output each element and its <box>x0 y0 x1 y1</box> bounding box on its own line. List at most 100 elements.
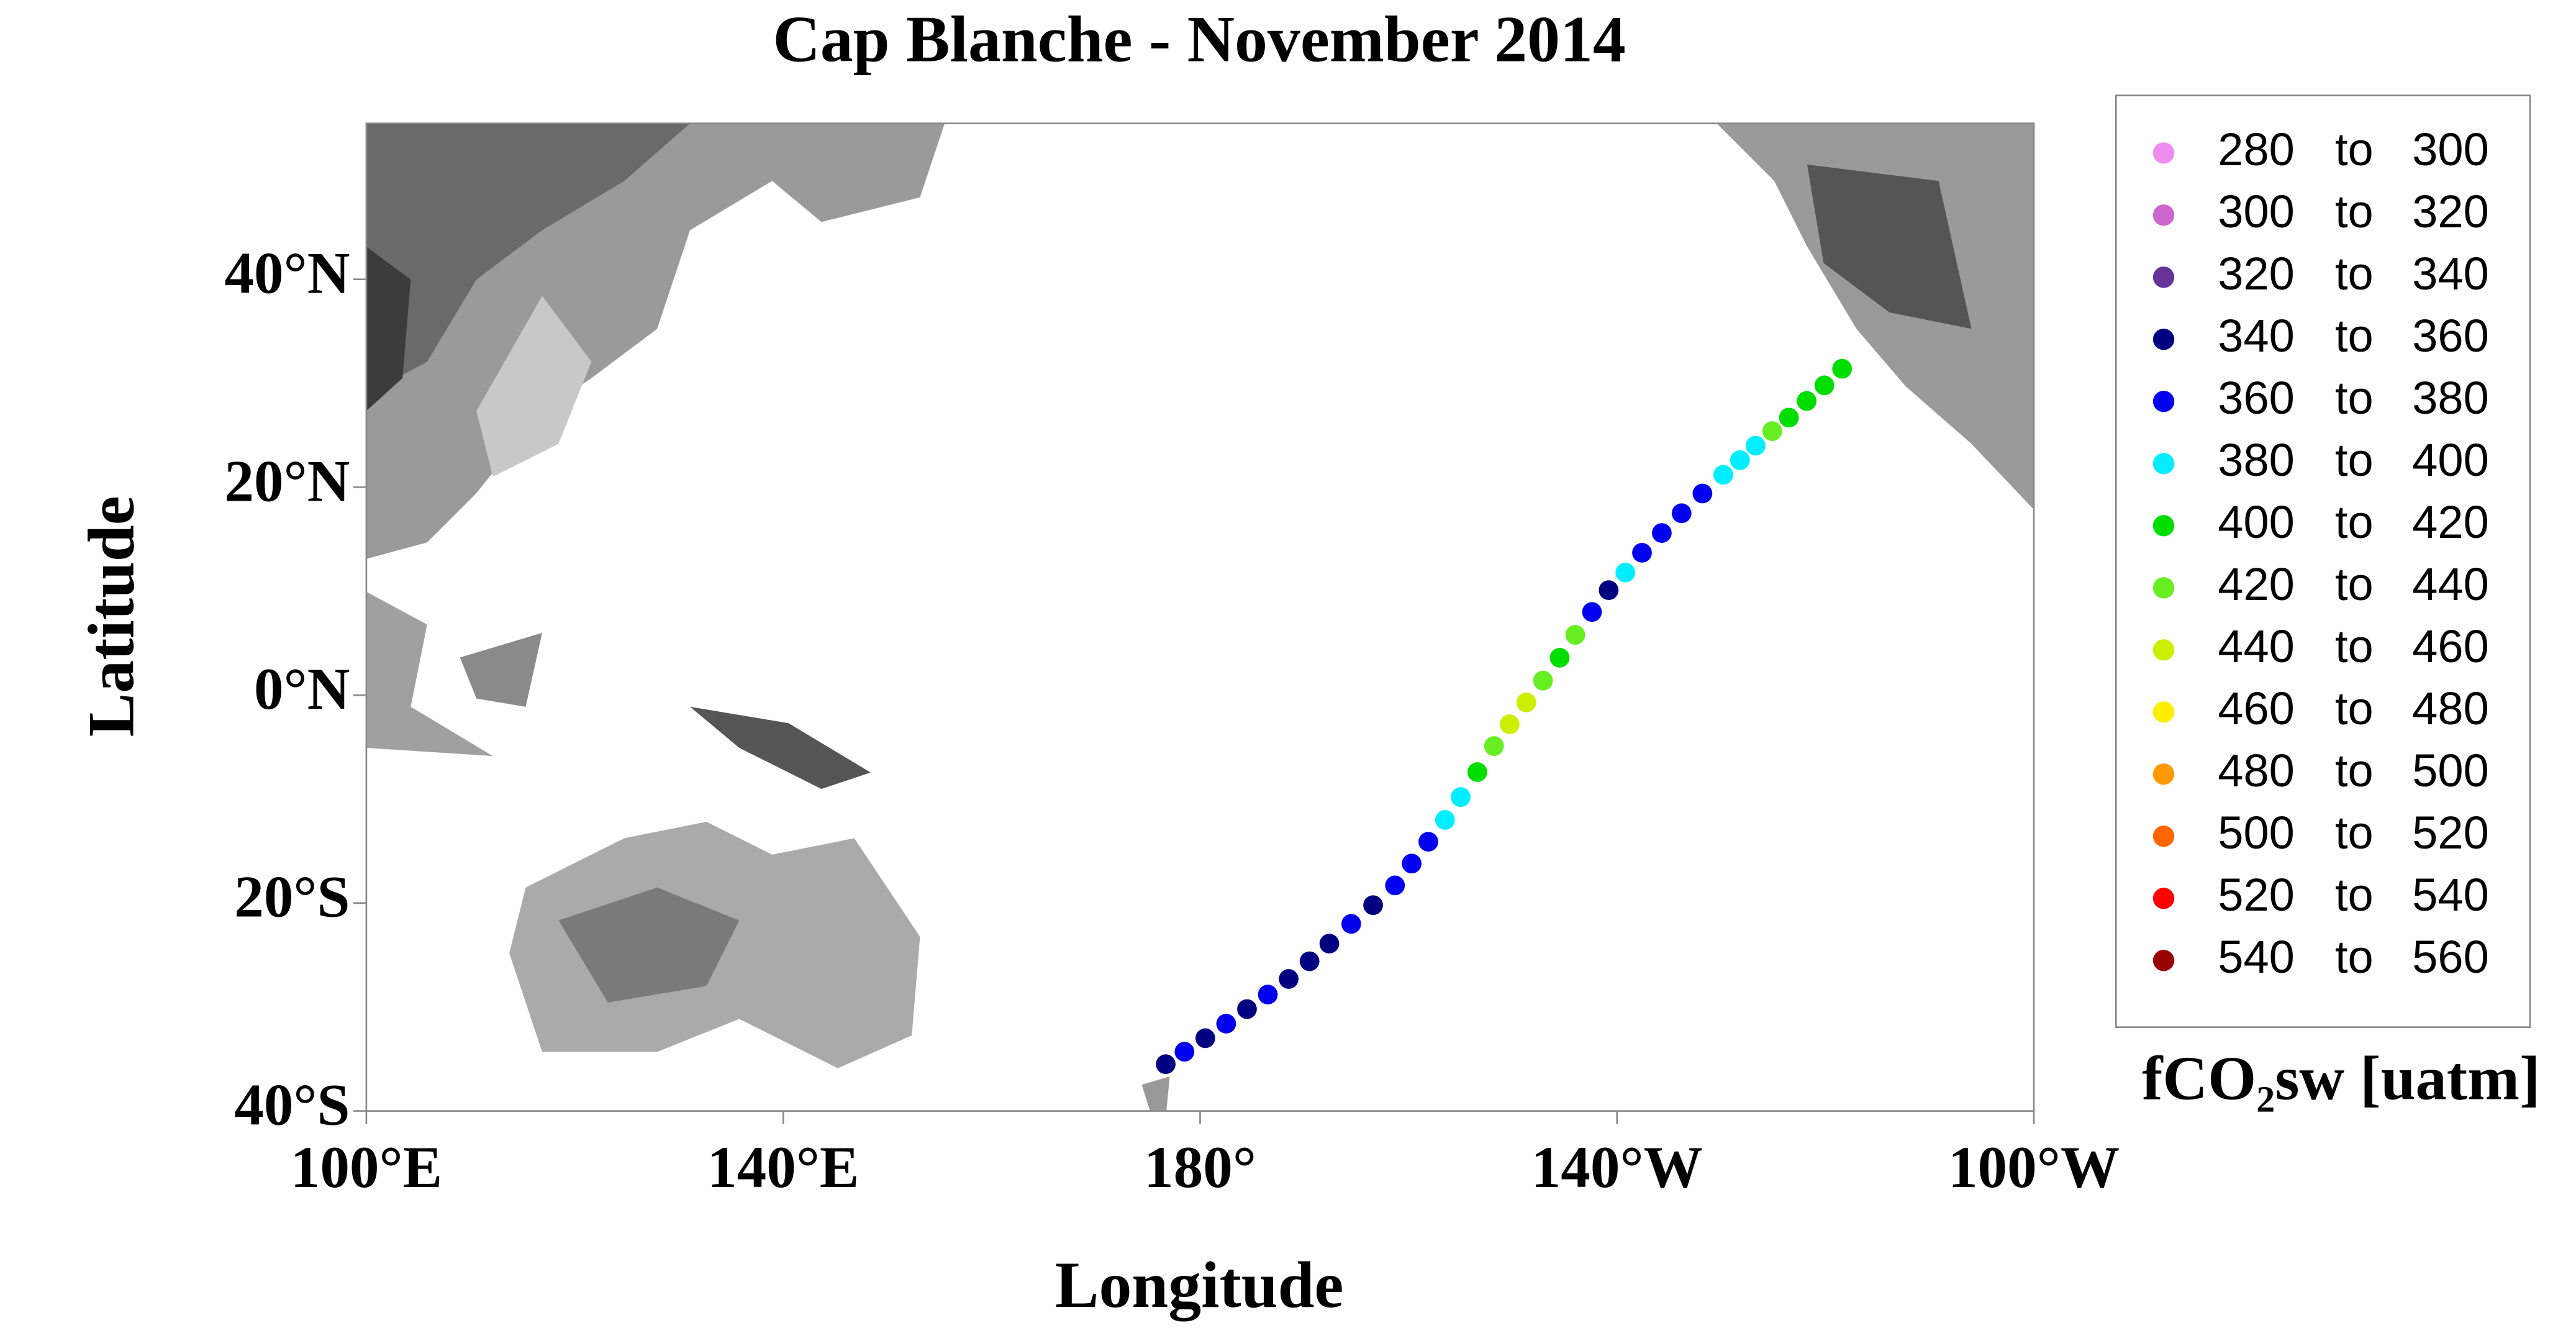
legend-swatch <box>2152 142 2175 164</box>
legend-swatch <box>2152 515 2175 537</box>
legend-high: 300 <box>2412 124 2489 175</box>
legend-low: 340 <box>2218 310 2295 362</box>
land <box>366 123 2034 1111</box>
track-point <box>1216 1014 1236 1034</box>
legend-joiner: to <box>2335 496 2374 548</box>
legend-joiner: to <box>2335 248 2374 299</box>
y-tick-label: 40°S <box>234 1071 350 1137</box>
track-point <box>1615 562 1636 583</box>
legend-high: 360 <box>2412 310 2489 362</box>
track-point <box>1671 503 1692 524</box>
legend-high: 480 <box>2412 683 2489 734</box>
legend-high: 420 <box>2412 496 2489 548</box>
y-axis-label: Latitude <box>75 496 148 737</box>
legend-joiner: to <box>2335 186 2374 237</box>
track-point <box>1713 465 1733 485</box>
track-point <box>1435 810 1455 830</box>
track-point <box>1156 1054 1176 1075</box>
legend-high: 340 <box>2412 248 2489 299</box>
legend-high: 500 <box>2412 745 2489 796</box>
legend-low: 380 <box>2218 434 2295 486</box>
track-point <box>1632 543 1652 563</box>
track-point <box>1279 969 1299 989</box>
legend-low: 300 <box>2218 186 2295 237</box>
track-point <box>1451 787 1471 808</box>
legend-high: 560 <box>2412 931 2489 983</box>
legend-swatch <box>2152 888 2175 909</box>
track-point <box>1814 375 1834 396</box>
legend-low: 400 <box>2218 496 2295 548</box>
legend-joiner: to <box>2335 931 2374 983</box>
legend-low: 540 <box>2218 931 2295 983</box>
legend-low: 360 <box>2218 372 2295 424</box>
track-point <box>1484 736 1504 757</box>
legend-swatch <box>2152 639 2175 661</box>
legend-swatch <box>2152 391 2175 412</box>
legend-box <box>2115 94 2531 1028</box>
legend-high: 320 <box>2412 186 2489 237</box>
track-point <box>1363 895 1383 916</box>
y-tick-label: 40°N <box>224 240 350 306</box>
legend-swatch <box>2152 826 2175 847</box>
legend-high: 380 <box>2412 372 2489 424</box>
track-point <box>1258 985 1278 1005</box>
track-point <box>1599 580 1619 600</box>
track-point <box>1299 951 1320 971</box>
legend-low: 320 <box>2218 248 2295 299</box>
track-point <box>1762 421 1782 441</box>
legend-low: 420 <box>2218 558 2295 610</box>
y-tick-label: 0°N <box>254 656 350 722</box>
legend-low: 440 <box>2218 621 2295 672</box>
track-point <box>1319 934 1340 954</box>
legend-joiner: to <box>2335 558 2374 610</box>
y-tick-label: 20°N <box>224 448 350 514</box>
legend-low: 500 <box>2218 807 2295 858</box>
legend-joiner: to <box>2335 124 2374 175</box>
track-point <box>1500 714 1520 734</box>
track-point <box>1746 435 1766 456</box>
legend-low: 280 <box>2218 124 2295 175</box>
legend-swatch <box>2152 204 2175 226</box>
legend-high: 460 <box>2412 621 2489 672</box>
track-point <box>1533 670 1553 691</box>
x-tick-label: 180° <box>1144 1134 1256 1200</box>
track-point <box>1582 602 1602 622</box>
y-tick-label: 20°S <box>234 864 350 930</box>
track-point <box>1832 358 1853 379</box>
track-point <box>1652 523 1672 543</box>
track-point <box>1692 483 1713 504</box>
track-point <box>1418 832 1438 852</box>
track-point <box>1385 875 1405 896</box>
legend-swatch <box>2152 701 2175 723</box>
legend-swatch <box>2152 266 2175 288</box>
legend-swatch <box>2152 763 2175 785</box>
track-point <box>1237 999 1257 1019</box>
legend-joiner: to <box>2335 310 2374 362</box>
track-point <box>1730 450 1750 470</box>
track-point <box>1341 914 1361 934</box>
chart-title: Cap Blanche - November 2014 <box>773 3 1625 76</box>
legend-title: fCO₂sw [uatm] <box>2142 1043 2541 1112</box>
legend-swatch <box>2152 453 2175 475</box>
track-point <box>1174 1042 1195 1062</box>
legend-joiner: to <box>2335 745 2374 796</box>
x-tick-label: 100°W <box>1948 1134 2120 1200</box>
track-point <box>1467 762 1487 782</box>
x-axis-label: Longitude <box>1055 1249 1343 1321</box>
legend-swatch <box>2152 329 2175 350</box>
legend-joiner: to <box>2335 621 2374 672</box>
legend-low: 520 <box>2218 869 2295 921</box>
x-tick-label: 140°W <box>1531 1134 1703 1200</box>
track-point <box>1516 692 1536 712</box>
legend-swatch <box>2152 950 2175 971</box>
legend-high: 540 <box>2412 869 2489 921</box>
legend-joiner: to <box>2335 434 2374 486</box>
legend-swatch <box>2152 577 2175 599</box>
legend-low: 480 <box>2218 745 2295 796</box>
track-point <box>1797 391 1817 411</box>
legend-high: 520 <box>2412 807 2489 858</box>
track-point <box>1779 407 1799 428</box>
legend-high: 400 <box>2412 434 2489 486</box>
legend-joiner: to <box>2335 807 2374 858</box>
